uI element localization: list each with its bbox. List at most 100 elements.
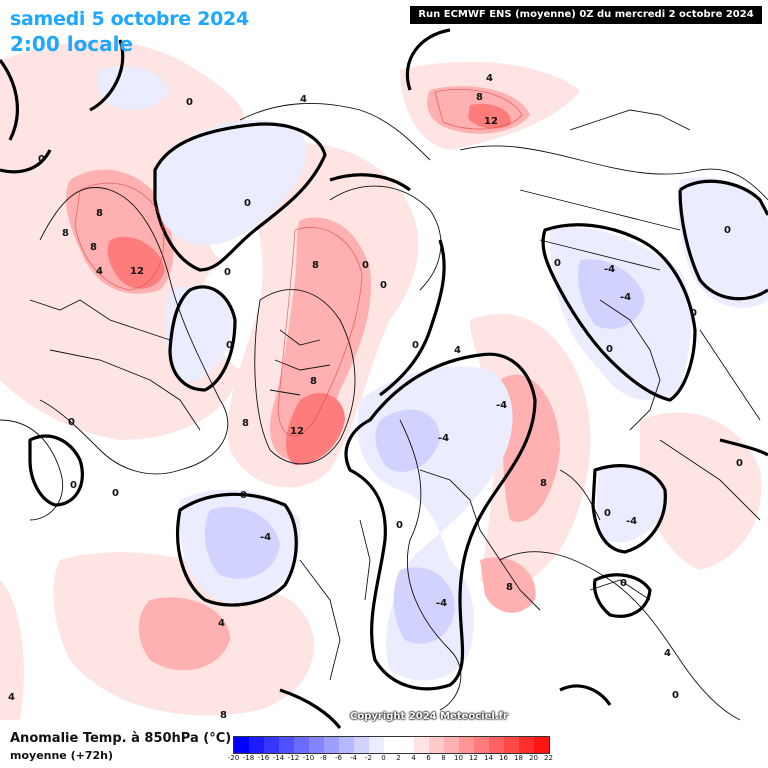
run-info: Run ECMWF ENS (moyenne) 0Z du mercredi 2… [410, 6, 762, 24]
legend-tick-label: -6 [335, 754, 342, 762]
legend-tick-label: 14 [484, 754, 493, 762]
legend-swatch [279, 737, 294, 753]
label-0: 0 [224, 267, 231, 278]
legend-tick-label: -14 [272, 754, 285, 762]
legend-tick-label: 18 [514, 754, 523, 762]
label-0: 0 [362, 260, 369, 271]
legend-swatch [324, 737, 339, 753]
label--4: -4 [496, 400, 507, 411]
label-0: 0 [112, 488, 119, 499]
label-4: 4 [8, 692, 15, 703]
anomaly-map: 0 0 4 8 8 8 12 4 0 0 8 0 0 0 8 8 12 8 12… [0, 28, 768, 729]
legend-tick-label: -4 [350, 754, 357, 762]
legend-swatch [519, 737, 534, 753]
label-0: 0 [244, 198, 251, 209]
legend-swatch [234, 737, 249, 753]
legend-tick-label: -20 [227, 754, 240, 762]
label-8: 8 [506, 582, 513, 593]
legend-swatch [369, 737, 384, 753]
label-4: 4 [218, 618, 225, 629]
label-8: 8 [476, 92, 483, 103]
label-0: 0 [606, 344, 613, 355]
label-8: 8 [220, 710, 227, 721]
legend-tick-label: 0 [381, 754, 386, 762]
label-0: 0 [412, 340, 419, 351]
strong-cold-areas [204, 259, 645, 644]
label-4: 4 [454, 345, 461, 356]
legend-swatch [474, 737, 489, 753]
legend-tick-label: -8 [320, 754, 327, 762]
label-0: 0 [690, 308, 697, 319]
label--4: -4 [436, 598, 447, 609]
label--4: -4 [438, 433, 449, 444]
legend-tick-label: 16 [499, 754, 508, 762]
legend-tick-label: 2 [396, 754, 401, 762]
legend-swatch [399, 737, 414, 753]
legend-swatch [459, 737, 474, 753]
legend-swatch [534, 737, 549, 753]
legend-swatch [504, 737, 519, 753]
label--4: -4 [604, 264, 615, 275]
label-0: 0 [380, 280, 387, 291]
legend-swatch [414, 737, 429, 753]
label--4: -4 [626, 516, 637, 527]
positive-contours [74, 89, 523, 437]
label-12: 12 [130, 266, 144, 277]
legend-tick-label: 20 [529, 754, 538, 762]
legend-swatch [354, 737, 369, 753]
legend-tick-label: -2 [365, 754, 372, 762]
label-4: 4 [96, 266, 103, 277]
forecast-time: 2:00 locale [10, 32, 134, 56]
legend-tick-label: -16 [257, 754, 270, 762]
label-4: 4 [664, 648, 671, 659]
label-8: 8 [540, 478, 547, 489]
legend-swatch [249, 737, 264, 753]
legend-tick-label: 10 [454, 754, 463, 762]
label-8: 8 [96, 208, 103, 219]
legend-tick-label: -10 [302, 754, 315, 762]
label-0: 0 [68, 417, 75, 428]
label-12: 12 [484, 116, 498, 127]
label-4: 4 [486, 73, 493, 84]
label-8: 8 [242, 418, 249, 429]
variable-title: Anomalie Temp. à 850hPa (°C) [10, 731, 232, 746]
label-0: 0 [724, 225, 731, 236]
legend-swatch [444, 737, 459, 753]
legend-swatch [384, 737, 399, 753]
label-12: 12 [290, 426, 304, 437]
legend-swatch [489, 737, 504, 753]
legend-tick-label: 4 [411, 754, 416, 762]
label--4: -4 [620, 292, 631, 303]
label-0: 0 [736, 458, 743, 469]
label-8: 8 [310, 376, 317, 387]
strong-warm-areas [65, 86, 560, 671]
label-0: 0 [604, 508, 611, 519]
legend-swatch [429, 737, 444, 753]
forecast-date: samedi 5 octobre 2024 [10, 8, 249, 30]
zero-contours [0, 28, 768, 729]
legend-tick-label: 22 [544, 754, 553, 762]
label-8: 8 [62, 228, 69, 239]
legend-tick-label: 8 [441, 754, 446, 762]
coastlines [0, 102, 768, 721]
legend-tick-label: 12 [469, 754, 478, 762]
label-0: 0 [620, 578, 627, 589]
legend-swatch [339, 737, 354, 753]
label-0: 0 [38, 154, 45, 165]
label-0: 0 [240, 490, 247, 501]
label-0: 0 [70, 480, 77, 491]
legend-swatch [294, 737, 309, 753]
legend-tick-label: -12 [287, 754, 300, 762]
label-0: 0 [672, 690, 679, 701]
legend-swatch [309, 737, 324, 753]
label-0: 0 [396, 520, 403, 531]
contour-labels: 0 0 4 8 8 8 12 4 0 0 8 0 0 0 8 8 12 8 12… [8, 73, 743, 721]
label-4: 4 [300, 94, 307, 105]
label-0: 0 [226, 340, 233, 351]
legend-tick-label: 6 [426, 754, 431, 762]
color-legend [233, 736, 550, 754]
hot-cores [107, 103, 511, 465]
label-0: 0 [554, 258, 561, 269]
legend-tick-label: -18 [242, 754, 255, 762]
variable-subtitle: moyenne (+72h) [10, 749, 114, 762]
